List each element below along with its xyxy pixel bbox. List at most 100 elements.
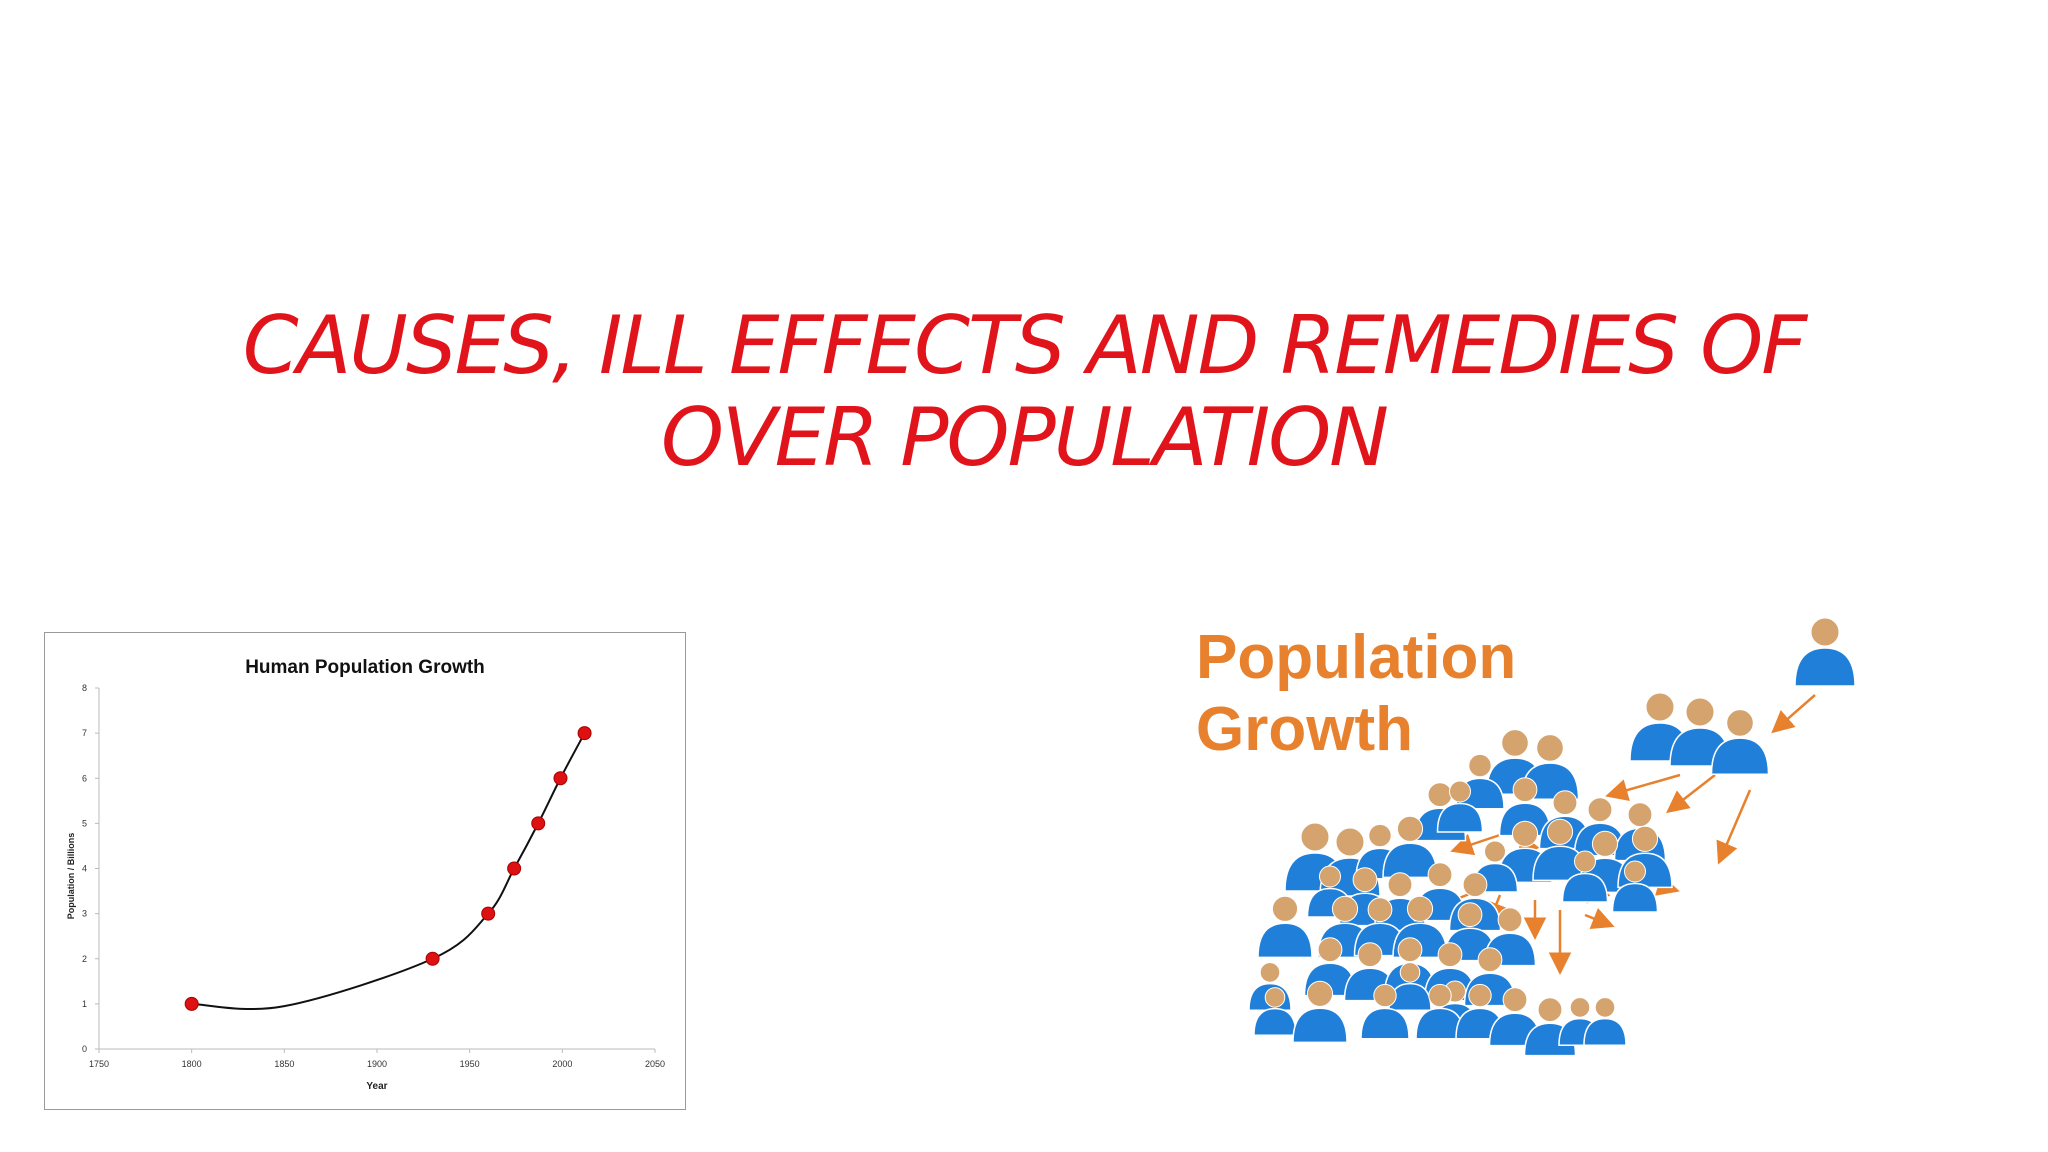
- chart-x-axis-label: Year: [366, 1081, 387, 1092]
- person-body: [1360, 1007, 1410, 1040]
- person-icon: [1382, 815, 1438, 879]
- person-head: [1587, 797, 1613, 823]
- person-head: [1352, 867, 1378, 893]
- person-icon: [1498, 777, 1552, 837]
- person-icon: [1710, 709, 1770, 775]
- person-head: [1317, 937, 1343, 963]
- person-icon: [1436, 780, 1484, 833]
- chart-y-tick-label: 3: [82, 909, 87, 919]
- population-chart: Human Population Growth 1750 1800 1850 1900…: [44, 632, 686, 1110]
- population-chart-svg: Human Population Growth 1750 1800 1850 1900…: [66, 657, 665, 1092]
- person-head: [1477, 947, 1503, 973]
- person-head: [1624, 860, 1646, 883]
- person-head: [1368, 823, 1392, 848]
- growth-arrow: [1666, 774, 1716, 814]
- person-head: [1331, 895, 1359, 922]
- person-head: [1449, 780, 1471, 803]
- chart-y-tick-label: 7: [82, 728, 87, 738]
- person-head: [1427, 782, 1453, 808]
- person-head: [1397, 937, 1423, 963]
- chart-tick-labels: 1750 1800 1850 1900 1950 2000 2050 0 1 2 3 4 5 6 7 8: [82, 683, 665, 1069]
- person-head: [1357, 942, 1383, 968]
- chart-data-point: [577, 726, 592, 741]
- chart-x-tick-label: 1800: [182, 1059, 202, 1069]
- person-head: [1457, 902, 1483, 928]
- person-head: [1396, 815, 1424, 842]
- person-head: [1387, 872, 1413, 898]
- person-head: [1468, 753, 1492, 778]
- person-head: [1259, 962, 1281, 983]
- person-icon: [1292, 980, 1348, 1044]
- chart-x-tick-label: 1950: [460, 1059, 480, 1069]
- person-icon: [1561, 850, 1609, 903]
- chart-x-tick-label: 2000: [552, 1059, 572, 1069]
- chart-y-tick-label: 5: [82, 818, 87, 828]
- person-head: [1271, 895, 1299, 922]
- person-head: [1462, 872, 1488, 898]
- chart-axes: [95, 687, 656, 1053]
- person-head: [1591, 830, 1619, 857]
- person-body: [1583, 1017, 1627, 1046]
- chart-y-tick-label: 6: [82, 773, 87, 783]
- chart-data-point: [184, 996, 199, 1011]
- chart-title: Human Population Growth: [245, 657, 485, 678]
- person-head: [1627, 802, 1653, 828]
- person-body: [1436, 802, 1484, 833]
- person-body: [1611, 882, 1659, 913]
- person-head: [1497, 907, 1523, 933]
- person-body: [1561, 872, 1609, 903]
- slide-title-line-2: OVER POPULATION: [660, 391, 1389, 484]
- person-head: [1427, 862, 1453, 888]
- chart-trend-line: [191, 732, 586, 1011]
- person-head: [1536, 734, 1564, 762]
- person-body: [1710, 737, 1770, 775]
- person-head: [1428, 983, 1452, 1008]
- person-head: [1546, 818, 1574, 845]
- person-head: [1631, 825, 1659, 852]
- chart-y-tick-label: 4: [82, 864, 87, 874]
- person-head: [1399, 962, 1421, 983]
- person-head: [1685, 697, 1715, 727]
- chart-data-point: [553, 771, 568, 786]
- chart-x-tick-label: 2050: [645, 1059, 665, 1069]
- chart-y-tick-label: 8: [82, 683, 87, 693]
- chart-y-tick-label: 0: [82, 1044, 87, 1054]
- person-head: [1512, 777, 1538, 803]
- illustration-label: Population Growth: [1196, 622, 1516, 766]
- person-head: [1502, 987, 1528, 1013]
- person-icon: [1532, 818, 1588, 882]
- person-head: [1594, 997, 1616, 1018]
- person-icon: [1253, 987, 1297, 1036]
- growth-arrow: [1771, 694, 1816, 734]
- person-head: [1537, 997, 1563, 1023]
- chart-y-tick-label: 1: [82, 999, 87, 1009]
- person-head: [1373, 983, 1397, 1008]
- person-head: [1511, 820, 1539, 847]
- person-body: [1794, 647, 1856, 687]
- person-head: [1319, 865, 1341, 888]
- person-head: [1300, 822, 1330, 852]
- illustration-label-line-2: Growth: [1196, 695, 1413, 764]
- person-head: [1484, 840, 1506, 863]
- chart-points: [184, 726, 592, 1011]
- population-growth-illustration: [1248, 617, 1856, 1057]
- slide-title-line-1: CAUSES, ILL EFFECTS AND REMEDIES OF: [242, 299, 1808, 392]
- person-head: [1726, 709, 1754, 737]
- person-icon: [1794, 617, 1856, 687]
- person-head: [1367, 897, 1393, 923]
- person-head: [1501, 729, 1529, 757]
- person-body: [1292, 1007, 1348, 1044]
- chart-data-point: [481, 906, 496, 921]
- person-icon: [1611, 860, 1659, 913]
- chart-y-tick-label: 2: [82, 954, 87, 964]
- chart-x-tick-label: 1850: [274, 1059, 294, 1069]
- person-head: [1335, 827, 1365, 857]
- chart-x-tick-label: 1900: [367, 1059, 387, 1069]
- chart-data-point: [425, 951, 440, 966]
- person-head: [1569, 997, 1591, 1018]
- person-head: [1306, 980, 1334, 1007]
- person-head: [1468, 983, 1492, 1008]
- person-head: [1437, 942, 1463, 968]
- chart-x-tick-label: 1750: [89, 1059, 109, 1069]
- chart-data-point: [507, 861, 522, 876]
